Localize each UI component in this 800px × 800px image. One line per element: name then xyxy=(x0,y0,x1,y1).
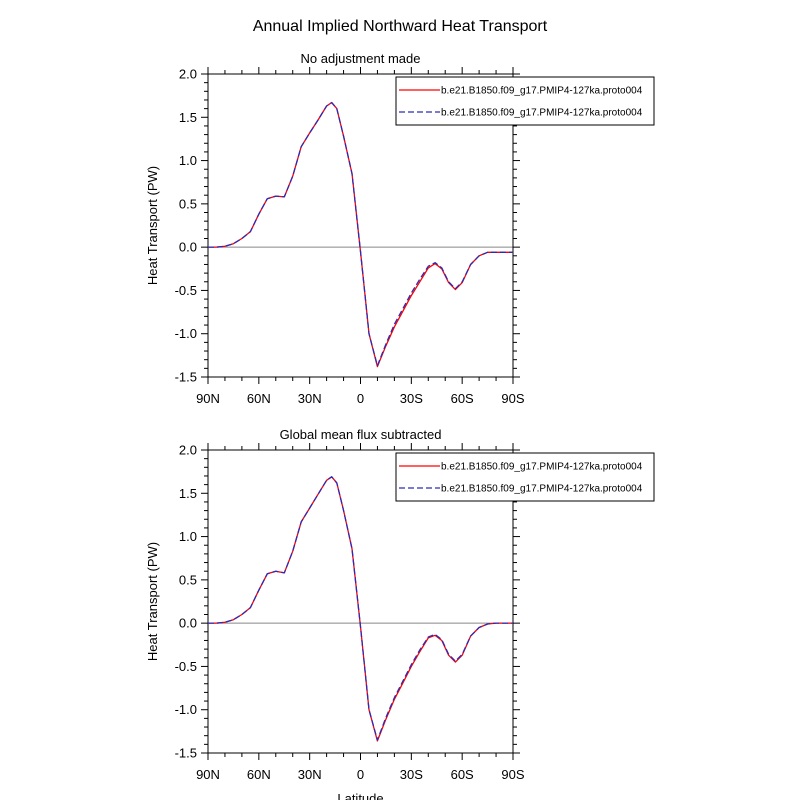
x-tick-label: 60S xyxy=(451,391,474,406)
x-tick-label: 0 xyxy=(357,391,364,406)
x-axis-label: Latitude xyxy=(337,791,383,800)
series-line-1 xyxy=(208,476,513,742)
legend-label-1: b.e21.B1850.f09_g17.PMIP4-127ka.proto004 xyxy=(441,462,643,473)
y-tick-label: -0.5 xyxy=(175,659,197,674)
y-tick-label: 0.0 xyxy=(179,240,197,255)
legend-label-1: b.e21.B1850.f09_g17.PMIP4-127ka.proto004 xyxy=(441,86,643,97)
legend-label-2: b.e21.B1850.f09_g17.PMIP4-127ka.proto004 xyxy=(441,108,643,119)
x-tick-label: 60S xyxy=(451,767,474,782)
legend-label-2: b.e21.B1850.f09_g17.PMIP4-127ka.proto004 xyxy=(441,484,643,495)
chart-title: No adjustment made xyxy=(301,51,421,66)
y-axis-label: Heat Transport (PW) xyxy=(145,166,160,285)
x-tick-label: 0 xyxy=(357,767,364,782)
x-tick-label: 90S xyxy=(501,391,524,406)
series-line-2 xyxy=(208,101,513,367)
series-line-1 xyxy=(208,101,513,368)
chart-panel-bottom: Global mean flux subtracted -1.5 -1.0 -0.5 0… xyxy=(145,427,655,800)
x-tick-label: 90N xyxy=(196,767,220,782)
x-tick-label: 90S xyxy=(501,767,524,782)
y-tick-label: 0.5 xyxy=(179,196,197,211)
y-tick-label: 1.0 xyxy=(179,153,197,168)
series-line-2 xyxy=(208,476,513,741)
y-tick-label: 2.0 xyxy=(179,443,197,458)
y-tick-label: -1.5 xyxy=(175,746,197,761)
y-tick-label: 1.5 xyxy=(179,486,197,501)
y-tick-label: -1.5 xyxy=(175,370,197,385)
chart-panel-top: No adjustment made -1.5 -1.0 -0.5 0.0 0.5 1.0 1… xyxy=(145,51,655,406)
figure-title: Annual Implied Northward Heat Transport xyxy=(253,18,548,35)
legend-box xyxy=(395,76,655,126)
y-tick-label: 1.5 xyxy=(179,110,197,125)
x-tick-label: 90N xyxy=(196,391,220,406)
y-tick-label: 2.0 xyxy=(179,67,197,82)
x-tick-label: 30S xyxy=(400,767,423,782)
legend-box xyxy=(395,452,655,502)
x-tick-label: 60N xyxy=(247,767,271,782)
y-tick-label: 1.0 xyxy=(179,529,197,544)
x-tick-label: 30N xyxy=(298,391,322,406)
x-tick-label: 30S xyxy=(400,391,423,406)
y-axis-label: Heat Transport (PW) xyxy=(145,542,160,661)
chart-title: Global mean flux subtracted xyxy=(280,427,442,442)
x-tick-label: 30N xyxy=(298,767,322,782)
y-tick-label: 0.0 xyxy=(179,616,197,631)
y-tick-label: -1.0 xyxy=(175,326,197,341)
y-tick-label: -1.0 xyxy=(175,702,197,717)
y-tick-label: 0.5 xyxy=(179,572,197,587)
x-tick-label: 60N xyxy=(247,391,271,406)
y-tick-label: -0.5 xyxy=(175,283,197,298)
